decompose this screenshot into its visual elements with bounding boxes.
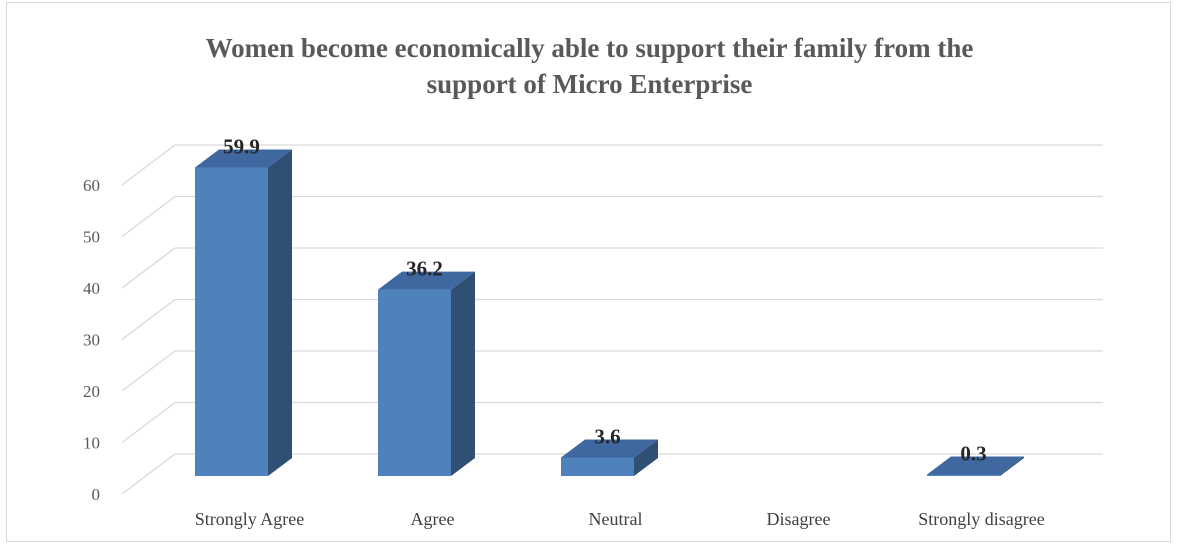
gridline-side [121, 350, 176, 392]
x-category-label: Strongly Agree [195, 509, 305, 529]
y-tick-label: 10 [83, 434, 100, 453]
gridline-side [121, 453, 176, 495]
chart-title-line-2: support of Micro Enterprise [426, 69, 753, 99]
y-tick-label: 30 [83, 331, 100, 350]
gridline-side [121, 298, 176, 341]
gridline-side [121, 195, 176, 238]
bar-top [378, 271, 475, 290]
data-label: 59.9 [223, 135, 260, 159]
bar [927, 456, 1024, 476]
data-label: 0.3 [960, 441, 986, 465]
data-label: 3.6 [594, 424, 620, 448]
gridline-side [121, 144, 176, 186]
y-tick-label: 20 [83, 382, 100, 401]
bars [195, 149, 1024, 476]
y-tick-label: 60 [83, 176, 100, 195]
y-tick-label: 40 [83, 279, 100, 298]
bar [378, 271, 475, 476]
bar-side [451, 271, 475, 476]
bar-side [1000, 456, 1024, 476]
bar-top [561, 439, 658, 458]
bar-front [561, 457, 634, 476]
bar-front [195, 167, 268, 476]
gridline-side [121, 401, 176, 444]
bar-side [268, 149, 292, 476]
gridlines [121, 144, 1103, 495]
bar-front [378, 289, 451, 476]
gridline-side [121, 247, 176, 289]
x-category-label: Agree [411, 509, 455, 529]
x-category-label: Disagree [767, 509, 831, 529]
bar-top [195, 149, 292, 168]
x-category-label: Neutral [589, 509, 643, 529]
y-tick-label: 50 [83, 228, 100, 247]
data-labels: 59.9 36.2 3.6 0.3 [223, 135, 987, 466]
y-axis-ticks: 0 10 20 30 40 50 60 [83, 176, 100, 504]
chart-title-line-1: Women become economically able to suppor… [205, 33, 974, 63]
chart-title: Women become economically able to suppor… [0, 30, 1179, 102]
bar-top [927, 456, 1024, 475]
bar-front [927, 474, 1000, 476]
y-tick-label: 0 [92, 485, 101, 504]
x-axis-labels: Strongly Agree Agree Neutral Disagree Strong… [195, 509, 1045, 529]
bar-side [634, 439, 658, 476]
bar [561, 439, 658, 476]
x-category-label: Strongly disagree [918, 509, 1044, 529]
bar [195, 149, 292, 476]
data-label: 36.2 [406, 257, 443, 281]
